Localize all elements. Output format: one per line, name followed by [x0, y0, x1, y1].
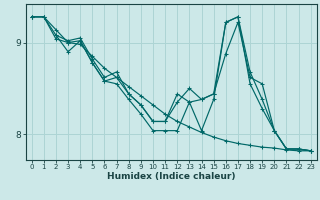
X-axis label: Humidex (Indice chaleur): Humidex (Indice chaleur): [107, 172, 236, 181]
